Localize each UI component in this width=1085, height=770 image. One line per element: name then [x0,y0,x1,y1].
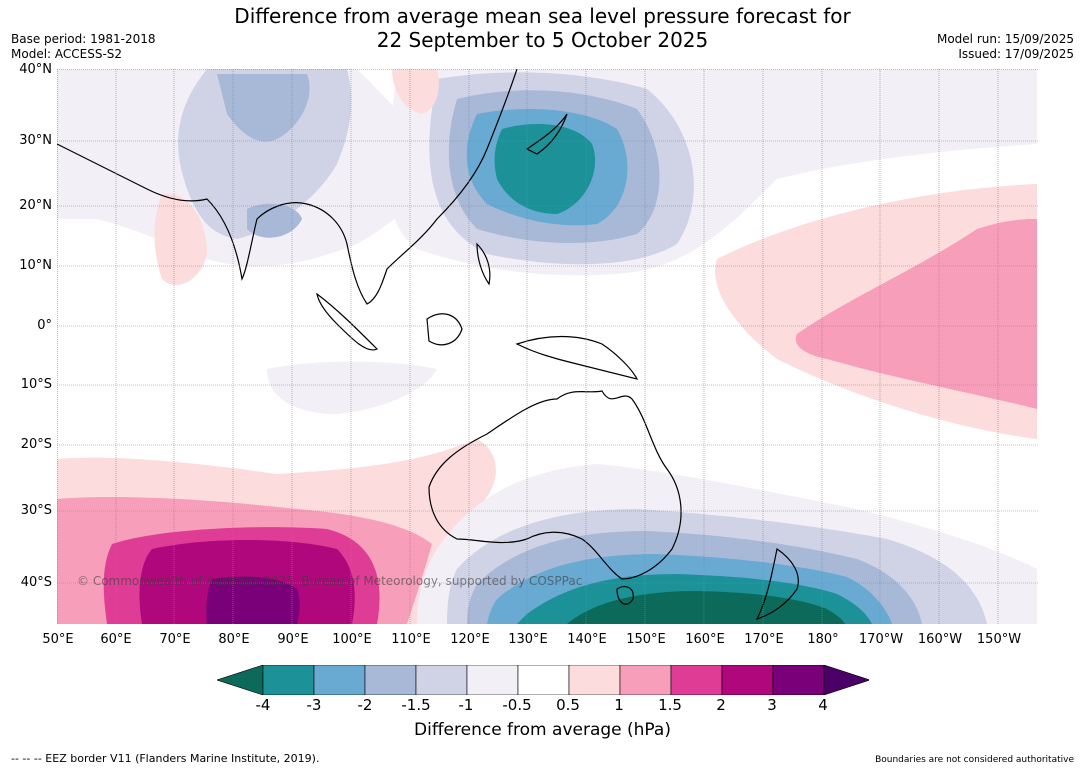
pressure-anomaly-map [57,69,1038,624]
anomaly-region [178,69,352,239]
lat-label: 10°N [19,258,52,273]
anomaly-region [217,74,310,142]
lat-label: 40°N [19,62,52,77]
colorbar-tick: 4 [818,696,828,714]
anomaly-region [392,69,439,114]
lat-label: 40°S [20,575,52,590]
anomaly-region [154,193,207,285]
colorbar-tick: 0.5 [556,696,580,714]
anomaly-region [494,124,596,214]
colorbar-tick: -2 [357,696,373,714]
colorbar-label: Difference from average (hPa) [414,720,671,740]
lon-label: 160°W [917,632,963,647]
coastline-new-guinea [515,335,639,380]
coastline-asia [57,69,518,305]
coastline-tasmania [616,586,634,605]
lon-label: 150°W [976,632,1022,647]
issued-date: Issued: 17/09/2025 [958,47,1074,61]
anomaly-region [267,361,437,414]
anomaly-region [567,591,845,624]
graticule [57,69,1038,624]
lon-label: 170°W [858,632,904,647]
meta-left: Base period: 1981-2018 Model: ACCESS-S2 [11,32,156,62]
lat-label: 0° [37,318,52,333]
colorbar-tick: -3 [306,696,322,714]
colorbar-segment [313,665,366,695]
colorbar-segment [568,665,621,695]
map-title: Difference from average mean sea level p… [0,4,1085,52]
base-period: Base period: 1981-2018 [11,32,156,46]
boundary-disclaimer: Boundaries are not considered authoritat… [875,755,1074,765]
lon-label: 70°E [159,632,191,647]
lon-label: 50°E [42,632,74,647]
colorbar-tick: -1 [458,696,474,714]
colorbar-segment [721,665,774,695]
lon-label: 60°E [100,632,132,647]
anomaly-region [206,576,300,624]
coastline-sumatra [316,292,379,351]
colorbar-tick: 1 [614,696,624,714]
colorbar-segment [364,665,417,695]
coastline-borneo [426,313,463,346]
eez-footnote: -- -- -- EEZ border V11 (Flanders Marine… [11,752,320,765]
title-line-1: Difference from average mean sea level p… [234,4,851,28]
colorbar-tick: -0.5 [502,696,532,714]
anomaly-region [795,219,1037,409]
colorbar-segment [517,665,570,695]
meta-right: Model run: 15/09/2025 Issued: 17/09/2025 [937,32,1074,62]
copyright-notice: © Commonwealth of Australia 2025, Bureau… [77,574,583,588]
lat-label: 20°N [19,198,52,213]
colorbar-segment [415,665,468,695]
colorbar-segment [217,665,264,695]
colorbar-segment [823,665,869,695]
lat-label: 10°S [20,377,52,392]
colorbar-segment [772,665,825,695]
colorbar-segment [262,665,315,695]
lat-label: 30°S [20,503,52,518]
lon-label: 160°E [685,632,725,647]
colorbar-tick: -1.5 [401,696,431,714]
anomaly-region [247,203,302,238]
lon-label: 80°E [218,632,250,647]
lon-label: 180° [807,632,839,647]
coastline-japan [525,113,568,155]
colorbar [217,665,869,695]
lon-label: 140°E [567,632,607,647]
colorbar-segment [619,665,672,695]
lon-label: 130°E [508,632,548,647]
model-name: Model: ACCESS-S2 [11,47,123,61]
lon-label: 150°E [626,632,666,647]
lon-label: 120°E [450,632,490,647]
lon-label: 100°E [332,632,372,647]
title-line-2: 22 September to 5 October 2025 [376,28,709,52]
colorbar-tick: 1.5 [658,696,682,714]
coastline-philippines [476,242,491,286]
model-run: Model run: 15/09/2025 [936,32,1074,46]
lat-label: 20°S [20,437,52,452]
lon-label: 90°E [277,632,309,647]
colorbar-tick: 2 [716,696,726,714]
lon-label: 110°E [391,632,431,647]
map-panel: © Commonwealth of Australia 2025, Bureau… [57,69,1038,624]
colorbar-segment [466,665,519,695]
lat-label: 30°N [19,133,52,148]
colorbar-segment [670,665,723,695]
coastline-australia [428,390,682,580]
colorbar-tick: -4 [255,696,271,714]
colorbar-tick: 3 [767,696,777,714]
lon-label: 170°E [744,632,784,647]
